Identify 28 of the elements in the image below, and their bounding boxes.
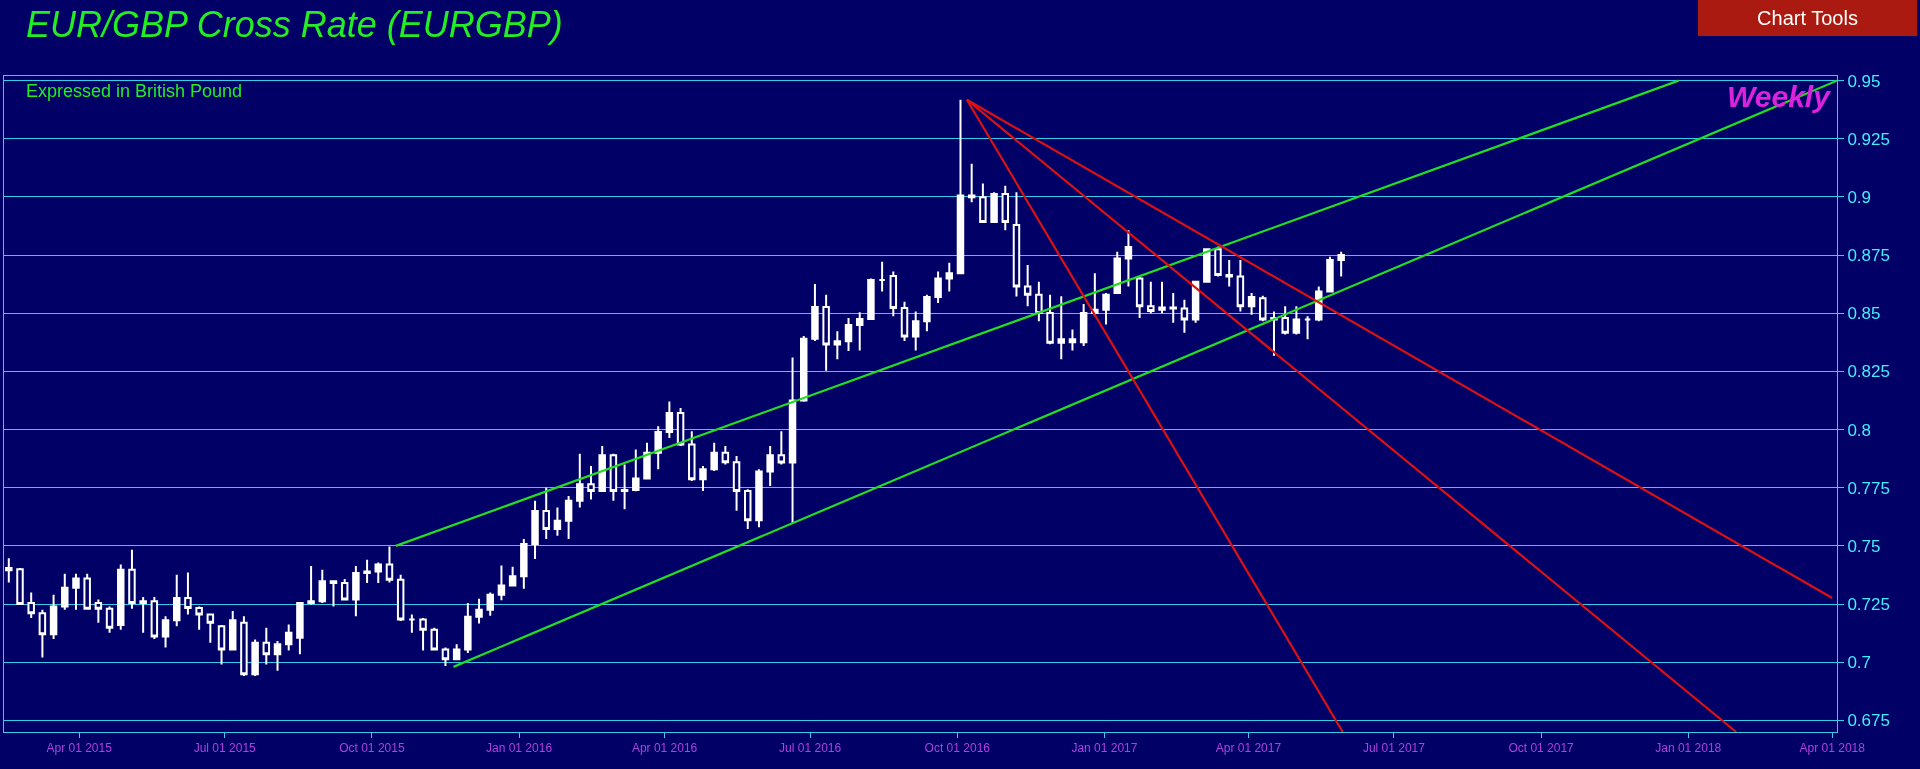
y-tick-label: 0.875: [1847, 246, 1890, 266]
x-tick-label: Apr 01 2016: [631, 741, 698, 756]
x-tick-label: Apr 01 2018: [1799, 741, 1866, 756]
y-tick-label: 0.675: [1847, 711, 1890, 731]
x-tick-label: Jul 01 2017: [1362, 741, 1426, 756]
x-tick-label: Oct 01 2017: [1508, 741, 1575, 756]
y-tick-label: 0.7: [1847, 653, 1872, 673]
y-tick-label: 0.75: [1847, 536, 1881, 556]
x-tick-label: Jul 01 2016: [779, 741, 842, 756]
y-tick-label: 0.725: [1847, 595, 1890, 615]
x-tick-label: Jan 01 2017: [1071, 741, 1138, 756]
x-tick-label: Jan 01 2018: [1655, 741, 1722, 756]
x-tick-label: Jul 01 2015: [193, 741, 257, 756]
x-tick-label: Apr 01 2015: [46, 741, 113, 756]
y-tick-label: 0.925: [1847, 129, 1890, 149]
text: Chart Tools: [1757, 7, 1858, 29]
y-tick-label: 0.8: [1847, 420, 1872, 440]
x-tick-label: Oct 01 2016: [924, 741, 991, 756]
y-tick-label: 0.9: [1847, 187, 1872, 207]
y-tick-label: 0.95: [1847, 71, 1881, 91]
chart-subtitle: Expressed in British Pound: [26, 81, 243, 101]
x-tick-label: Oct 01 2015: [339, 741, 405, 756]
y-tick-label: 0.775: [1847, 478, 1890, 498]
x-tick-label: Apr 01 2017: [1215, 741, 1282, 756]
y-tick-label: 0.825: [1847, 362, 1890, 382]
y-tick-label: 0.85: [1847, 304, 1881, 324]
chart-title: EUR/GBP Cross Rate (EURGBP): [26, 4, 563, 45]
x-tick-label: Jan 01 2016: [486, 741, 553, 756]
